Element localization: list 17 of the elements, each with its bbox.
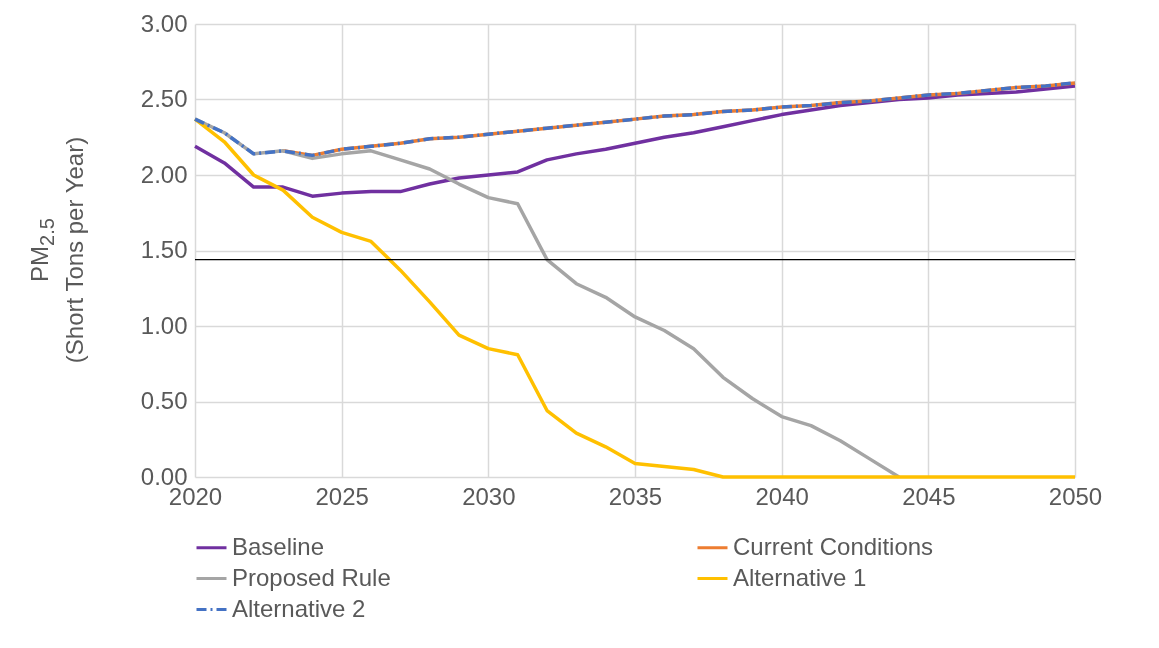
x-tick-label: 2040 [755, 482, 809, 510]
x-tick-label: 2025 [315, 482, 369, 510]
y-tick-label: 1.00 [140, 311, 188, 339]
x-tick-label: 2035 [608, 482, 663, 510]
y-tick-label: 0.50 [140, 387, 188, 414]
y-tick-label: 2.00 [140, 160, 188, 188]
legend-label: Alternative 2 [232, 594, 366, 622]
x-tick-label: 2050 [1048, 482, 1103, 510]
legend-label: Current Conditions [733, 532, 934, 560]
legend-label: Alternative 1 [733, 563, 867, 591]
legend-label: Proposed Rule [232, 563, 391, 591]
x-tick-label: 2045 [902, 482, 956, 510]
y-tick-label: 2.50 [140, 85, 188, 112]
y-tick-label: 3.00 [140, 9, 188, 37]
x-tick-label: 2030 [462, 482, 516, 510]
y-tick-label: 1.50 [140, 236, 188, 263]
legend-label: Baseline [232, 532, 325, 560]
